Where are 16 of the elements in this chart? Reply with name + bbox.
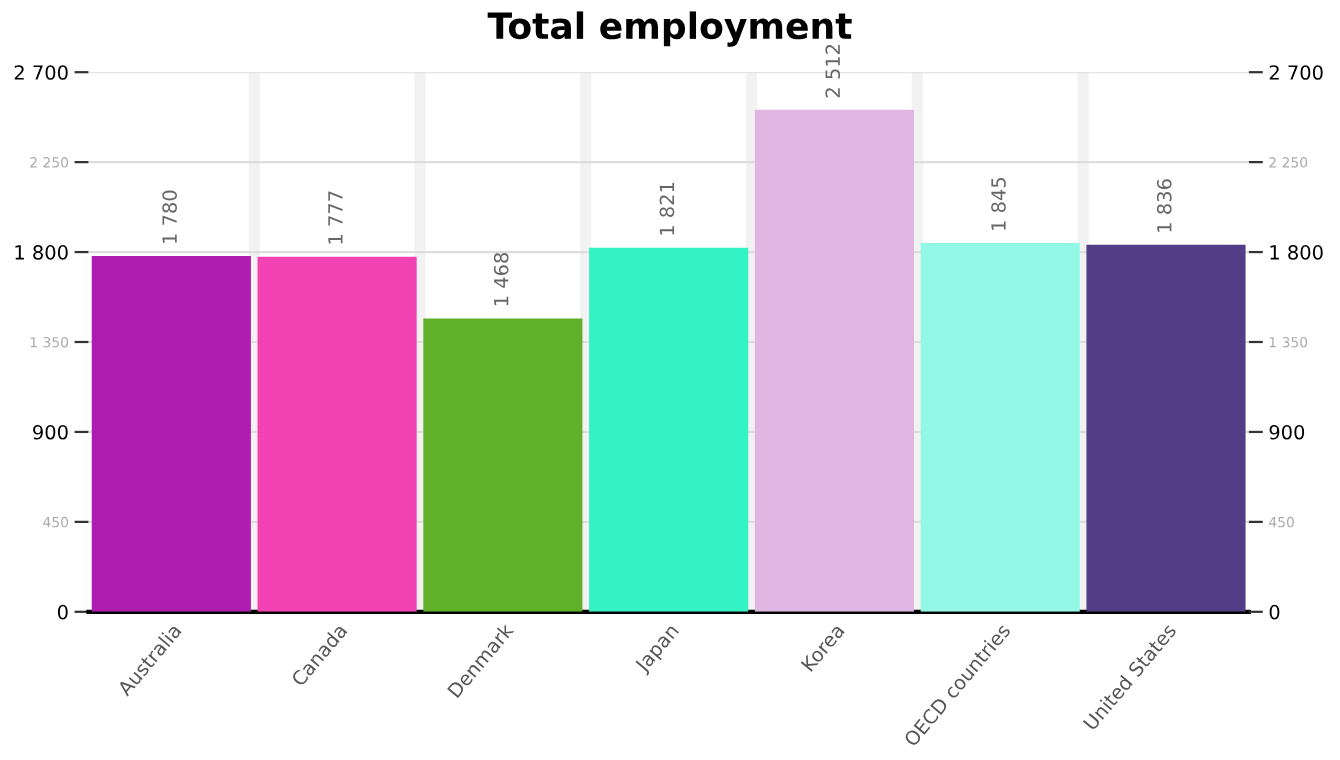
- y-tick-label: 1 800: [15, 245, 68, 260]
- y2-tick-label: 0: [1269, 604, 1280, 620]
- y-tick-label: 900: [33, 424, 68, 440]
- y2-tick-label: 1 800: [1270, 245, 1323, 260]
- data-label: 1 845: [991, 177, 1006, 230]
- y2-tick-label: 2 700: [1269, 65, 1323, 80]
- data-label: 2 512: [825, 44, 841, 98]
- data-label: 1 777: [328, 191, 343, 244]
- y-tick-label: 0: [57, 604, 68, 620]
- data-label: 1 836: [1156, 179, 1172, 232]
- y-tick-label: 2 700: [14, 65, 68, 80]
- chart-title: Total employment: [487, 11, 852, 47]
- data-label: 1 821: [659, 182, 675, 235]
- data-label: 1 780: [162, 190, 177, 243]
- data-label: 1 468: [493, 252, 509, 306]
- y2-tick-label: 900: [1269, 424, 1305, 440]
